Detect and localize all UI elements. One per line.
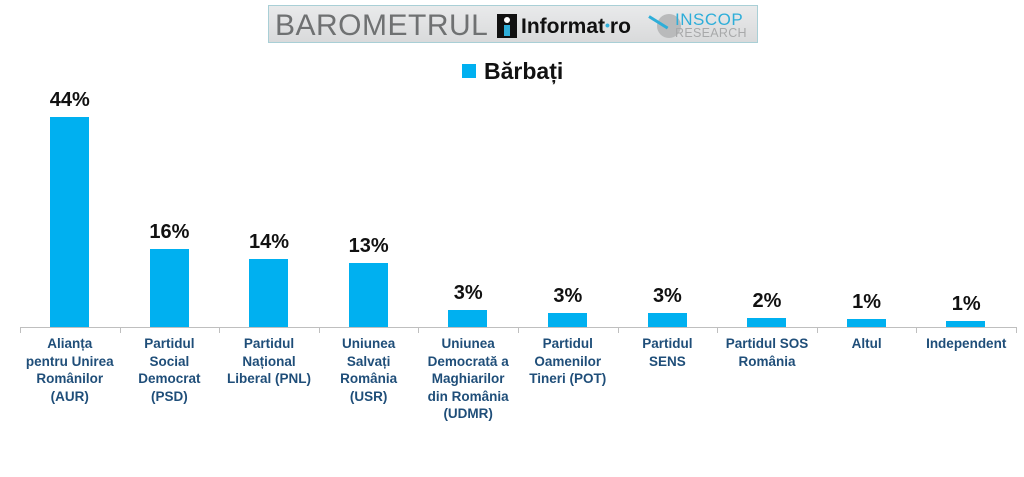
bar [50, 117, 89, 327]
category-label-line: Partidul [243, 336, 295, 351]
x-axis-tick [119, 327, 121, 333]
category-label-line: Partidul SOS [725, 336, 809, 351]
category-label-line: Oamenilor [534, 353, 602, 369]
bar [946, 321, 986, 327]
x-axis-tick [1016, 327, 1017, 333]
category-label-line: Alianța [47, 336, 93, 351]
chart-legend: Bărbați [462, 56, 563, 86]
inscop-research-text: RESEARCH [675, 26, 747, 40]
data-label: 14% [248, 231, 289, 253]
bar [448, 310, 488, 327]
category-label-line: Liberal (PNL) [226, 371, 311, 386]
category-label-line: Tineri (POT) [529, 371, 607, 386]
bar-group: 1% [817, 60, 917, 327]
category-label-line: Social [149, 353, 190, 369]
data-label: 16% [149, 221, 190, 243]
informat-logo-text: Informat•ro [521, 15, 631, 38]
category-label-line: Independent [926, 336, 1007, 351]
category-label-line: Național [242, 353, 296, 369]
bar-group: 1% [916, 60, 1016, 327]
bar [149, 249, 189, 327]
x-axis-tick [617, 327, 619, 333]
header-banner: BAROMETRUL Informat•ro INSCOP RESEARCH [268, 5, 758, 43]
bar-group: 2% [717, 60, 817, 327]
bar-group: 16% [120, 60, 220, 327]
category-label: Altul [817, 335, 917, 353]
x-axis-tick [418, 327, 420, 333]
data-label: 2% [752, 290, 782, 312]
category-label: Uniunea Democrată a Maghiarilor din România… [418, 335, 518, 423]
data-label: 1% [951, 293, 981, 315]
category-label: Partidul Oamenilor Tineri (POT) [518, 335, 618, 388]
informat-logo-icon [497, 14, 517, 38]
category-label-line: (AUR) [50, 388, 89, 404]
x-axis-tick [219, 327, 221, 333]
bar-group: 3% [518, 60, 618, 327]
category-label-line: Românilor [36, 371, 104, 386]
data-label: 3% [652, 285, 682, 307]
data-label: 13% [348, 235, 389, 257]
category-label: Partidul SOS România [717, 335, 817, 370]
category-label: Partidul SENS [618, 335, 718, 370]
x-axis-tick [816, 327, 818, 333]
category-label-line: Uniunea [441, 336, 495, 351]
category-label-line: Partidul [144, 336, 195, 351]
bar [348, 263, 388, 327]
x-axis [20, 327, 1016, 328]
bar-group: 13% [319, 60, 419, 327]
category-label-line: Uniunea [341, 336, 396, 351]
category-label-line: Salvați [346, 353, 391, 369]
category-label-line: Maghiarilor [431, 371, 505, 386]
bar-group: 3% [618, 60, 718, 327]
bar [846, 319, 886, 327]
category-label-line: (USR) [349, 388, 388, 404]
category-label-line: (PSD) [151, 388, 188, 404]
x-axis-tick [518, 327, 519, 333]
category-label: Partidul Social Democrat (PSD) [120, 335, 220, 405]
x-axis-tick [318, 327, 320, 333]
category-label-line: Partidul [542, 336, 593, 351]
category-label: Uniunea Salvați România (USR) [319, 335, 419, 405]
data-label: 3% [453, 282, 483, 304]
category-label: Alianța pentru Unirea Românilor (AUR) [20, 335, 120, 405]
data-label: 44% [49, 89, 90, 111]
legend-swatch-icon [462, 64, 476, 78]
category-label-line: SENS [649, 353, 686, 369]
legend-label: Bărbați [484, 57, 564, 84]
bar-group: 3% [418, 60, 518, 327]
x-axis-tick [717, 327, 719, 333]
category-label-line: (UDMR) [443, 406, 493, 421]
barometrul-title: BAROMETRUL [275, 9, 489, 42]
category-label-line: Democrată a [427, 353, 509, 369]
category-label-line: Partidul [642, 336, 693, 351]
category-label-line: România [738, 353, 796, 369]
category-label-line: Democrat [138, 371, 201, 386]
category-label-line: din România [427, 388, 509, 404]
bar [548, 313, 587, 327]
inscop-logo-text: INSCOP [675, 10, 744, 29]
bar-group: 14% [219, 60, 319, 327]
bar [747, 318, 787, 327]
bar-group: 44% [20, 60, 120, 327]
bar [249, 259, 289, 327]
x-axis-tick [20, 327, 21, 333]
category-label: Independent [916, 335, 1016, 353]
category-label-line: pentru Unirea [25, 353, 114, 369]
category-label-line: Altul [851, 336, 882, 351]
bar [647, 313, 687, 327]
data-label: 1% [852, 291, 882, 313]
category-label: Partidul Național Liberal (PNL) [219, 335, 319, 388]
category-label-line: România [340, 371, 398, 386]
x-axis-tick [916, 327, 918, 333]
data-label: 3% [553, 285, 583, 307]
